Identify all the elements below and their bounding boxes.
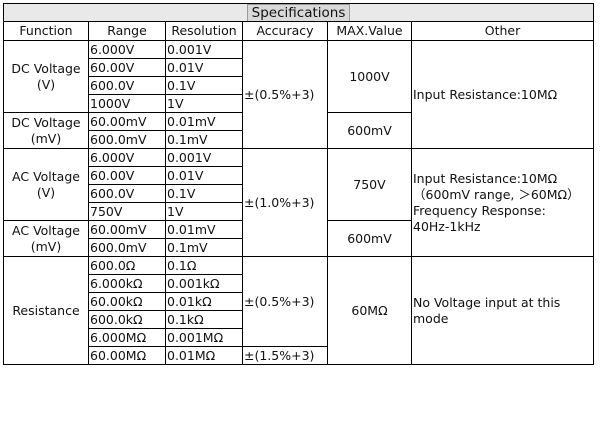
resolution-cell: 0.01V (165, 166, 243, 185)
range-cell: 600.0V (88, 76, 166, 95)
resolution-cell: 0.1mV (165, 238, 243, 257)
range-cell: 60.00kΩ (88, 292, 166, 311)
function-dc-voltage-mv: DC Voltage (mV) (3, 112, 89, 149)
function-ac-voltage-v: AC Voltage (V) (3, 148, 89, 221)
table-row: AC Voltage (mV) 60.00mV 0.01mV 600mV (3, 220, 594, 257)
range-cell: 6.000kΩ (88, 274, 166, 293)
accuracy-ac: ±(1.0%+3) (242, 148, 328, 257)
table-title-text: Specifications (246, 4, 351, 21)
function-ac-voltage-mv: AC Voltage (mV) (3, 220, 89, 257)
max-value-ac-v: 750V (327, 148, 412, 221)
table-row: 6.000kΩ 0.001kΩ (4, 274, 594, 293)
header-range: Range (88, 21, 166, 41)
table-row: 600.0mV 0.1mV (4, 238, 594, 257)
function-label: DC Voltage (11, 114, 81, 130)
specifications-table: Specifications Function Range Resolution… (2, 3, 595, 365)
table-row: 600.0V 0.1V (4, 184, 594, 203)
resolution-cell: 1V (165, 202, 243, 221)
resolution-cell: 0.1V (165, 76, 243, 95)
range-cell: 60.00mV (88, 220, 166, 239)
header-row: Function Range Resolution Accuracy MAX.V… (3, 21, 595, 41)
range-cell: 6.000V (88, 148, 166, 167)
resolution-cell: 0.001kΩ (165, 274, 243, 293)
table-title: Specifications (2, 3, 595, 22)
function-label: DC Voltage (11, 60, 81, 76)
range-cell: 6.000V (88, 40, 166, 59)
other-ac-line: （600mV range, ＞60MΩ） (413, 186, 580, 202)
range-cell: 6.000MΩ (88, 328, 166, 347)
range-cell: 60.00mV (88, 112, 166, 131)
max-value-dc-mv: 600mV (327, 112, 412, 149)
range-cell: 1000V (88, 94, 166, 113)
max-value-ac-mv: 600mV (327, 220, 412, 257)
range-cell: 60.00V (88, 58, 166, 77)
max-value-dc-v: 1000V (327, 40, 412, 113)
header-other: Other (410, 21, 595, 41)
table-row: 600.0mV 0.1mV (4, 130, 594, 149)
resolution-cell: 0.1V (165, 184, 243, 203)
other-resistance-line: mode (413, 310, 449, 326)
table-row: AC Voltage (V) 6.000V 0.001V ±(1.0%+3) 7… (3, 148, 595, 257)
accuracy-dc: ±(0.5%+3) (242, 40, 328, 149)
header-accuracy: Accuracy (242, 21, 328, 41)
other-resistance: No Voltage input at this mode (410, 256, 595, 365)
resolution-cell: 0.01mV (165, 220, 243, 239)
header-max-value: MAX.Value (327, 21, 412, 41)
table-row: 1000V 1V (4, 94, 594, 113)
header-function: Function (3, 21, 89, 41)
other-ac-line: Frequency Response: (413, 202, 546, 218)
range-cell: 600.0mV (88, 130, 166, 149)
max-value-resistance: 60MΩ (327, 256, 412, 365)
function-dc-voltage-v: DC Voltage (V) (3, 40, 89, 113)
accuracy-resistance-last: ±(1.5%+3) (242, 346, 328, 365)
function-resistance: Resistance (3, 256, 89, 365)
resolution-cell: 1V (165, 94, 243, 113)
range-cell: 60.00MΩ (88, 346, 166, 365)
resolution-cell: 0.01kΩ (165, 292, 243, 311)
resolution-cell: 0.01V (165, 58, 243, 77)
table-row: 750V 1V (4, 202, 594, 221)
table-row: 6.000MΩ 0.001MΩ (4, 328, 594, 347)
table-row: 60.00kΩ 0.01kΩ (4, 292, 594, 311)
function-label: AC Voltage (12, 222, 80, 238)
table-row: DC Voltage (V) 6.000V 0.001V ±(0.5%+3) 1… (3, 40, 595, 149)
resolution-cell: 0.1Ω (165, 256, 243, 275)
function-unit: (V) (36, 184, 56, 200)
resolution-cell: 0.01MΩ (165, 346, 243, 365)
range-cell: 600.0kΩ (88, 310, 166, 329)
other-dc: Input Resistance:10MΩ (410, 40, 595, 149)
other-resistance-line: No Voltage input at this (413, 294, 561, 310)
range-cell: 750V (88, 202, 166, 221)
spec-table-wrapper: Specifications Function Range Resolution… (2, 3, 595, 365)
resolution-cell: 0.1mV (165, 130, 243, 149)
range-cell: 600.0V (88, 184, 166, 203)
function-label: AC Voltage (12, 168, 80, 184)
accuracy-resistance: ±(0.5%+3) (242, 256, 328, 347)
table-row: Resistance 600.0Ω 0.1Ω ±(0.5%+3) 60MΩ No… (3, 256, 595, 365)
resolution-cell: 0.001MΩ (165, 328, 243, 347)
range-cell: 600.0Ω (88, 256, 166, 275)
function-unit: (mV) (30, 130, 62, 146)
other-ac-line: Input Resistance:10MΩ (413, 170, 558, 186)
range-cell: 600.0mV (88, 238, 166, 257)
resolution-cell: 0.001V (165, 40, 243, 59)
table-row: 600.0kΩ 0.1kΩ (4, 310, 594, 329)
other-ac-line: 40Hz-1kHz (413, 218, 481, 234)
function-unit: (V) (36, 76, 56, 92)
resolution-cell: 0.1kΩ (165, 310, 243, 329)
function-unit: (mV) (30, 238, 62, 254)
other-ac: Input Resistance:10MΩ （600mV range, ＞60M… (410, 148, 595, 257)
table-row: 60.00MΩ 0.01MΩ ±(1.5%+3) (4, 346, 594, 365)
resolution-cell: 0.001V (165, 148, 243, 167)
resolution-cell: 0.01mV (165, 112, 243, 131)
header-resolution: Resolution (165, 21, 243, 41)
range-cell: 60.00V (88, 166, 166, 185)
